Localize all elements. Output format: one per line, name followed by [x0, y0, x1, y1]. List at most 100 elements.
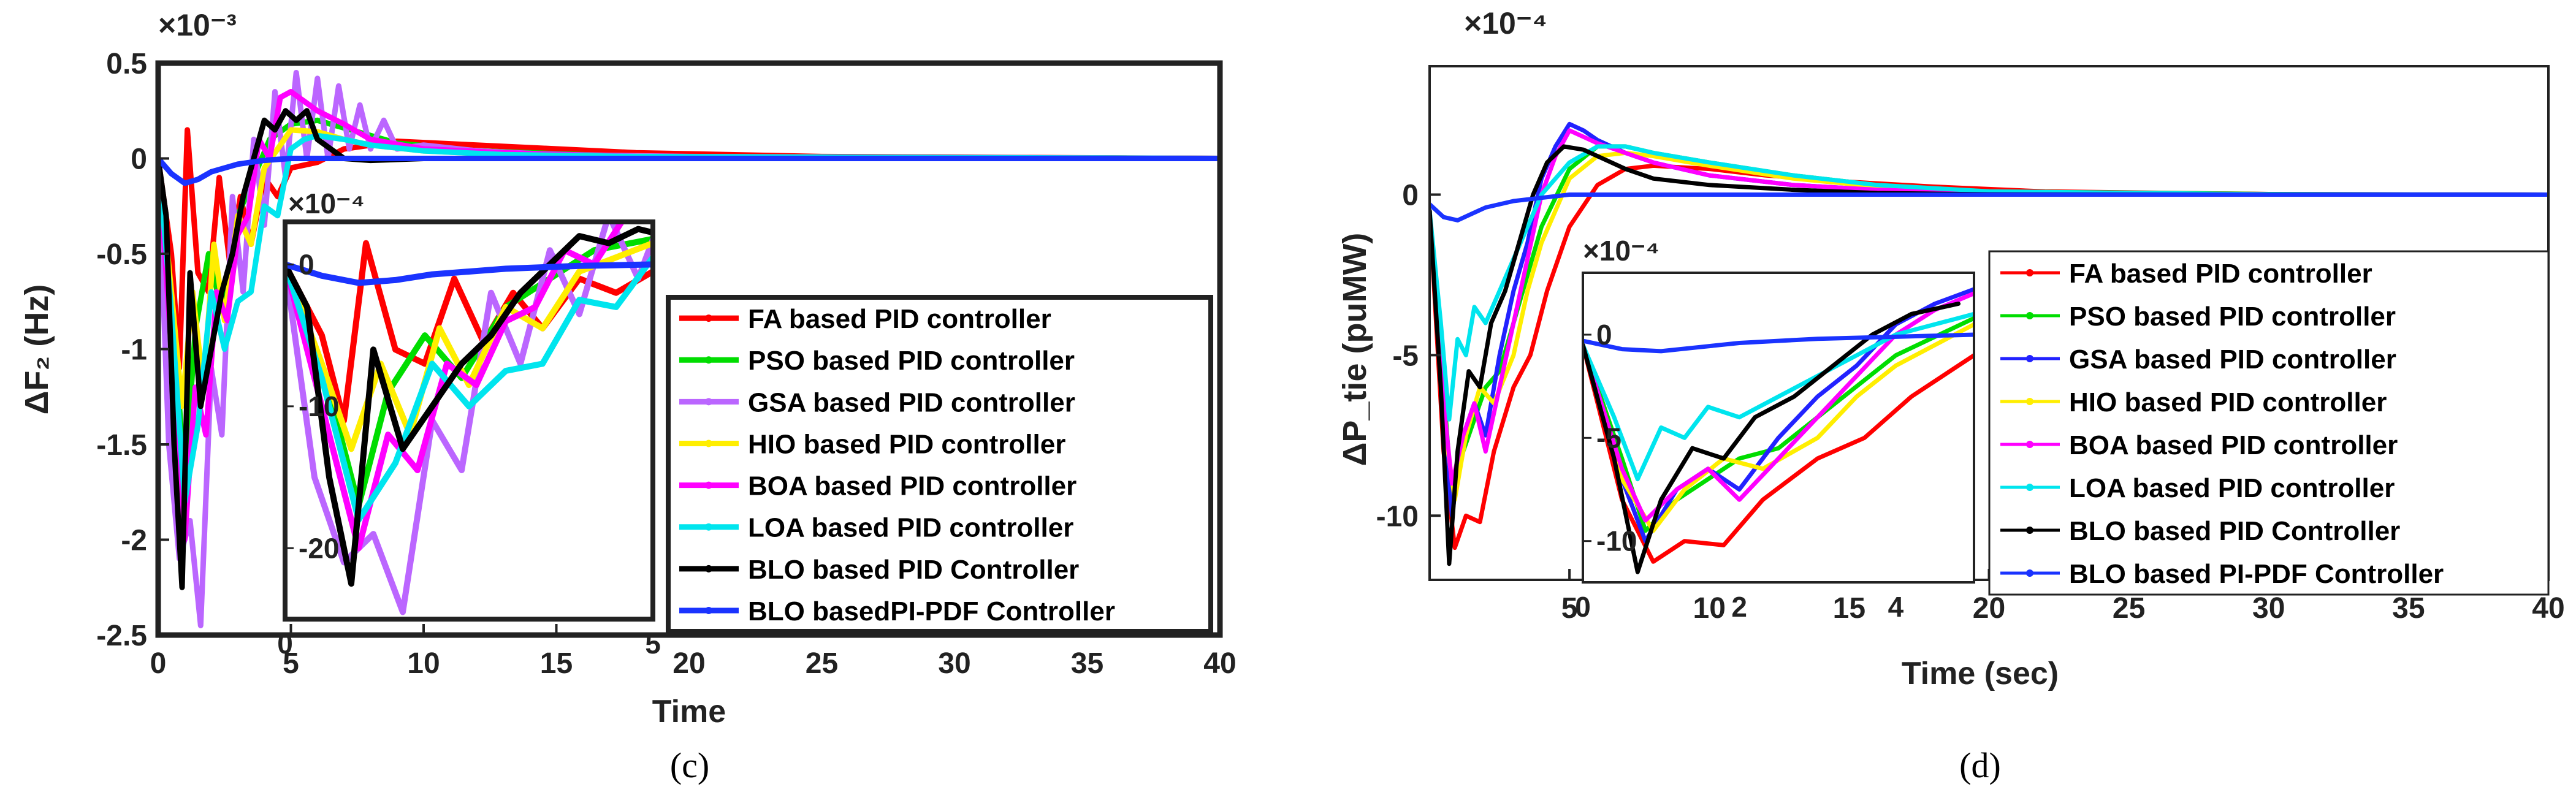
legend-marker — [705, 565, 712, 573]
legend-label: BOA based PID controller — [2069, 430, 2398, 460]
inset-y-tick-label: 0 — [299, 248, 314, 280]
legend-label: BLO based PID Controller — [748, 555, 1079, 585]
inset-x-tick-label: 4 — [1888, 591, 1904, 623]
x-tick-label: 30 — [938, 647, 970, 680]
inset-y-tick-label: -10 — [1596, 525, 1637, 557]
inset-group: 0 2 4 0 -5 -10 ×10⁻⁴ — [1575, 235, 1975, 623]
x-tick-label: 40 — [2532, 592, 2564, 625]
series-line-6 — [158, 132, 1220, 504]
legend-frame — [666, 295, 1213, 634]
legend-marker — [2026, 484, 2033, 491]
legend-label: LOA based PID controller — [748, 513, 1073, 543]
legend-label: PSO based PID controller — [2069, 302, 2396, 332]
inset-series-line-7 — [285, 226, 653, 587]
legend-label: GSA based PID controller — [748, 387, 1075, 417]
y-axis-label: ΔF₂ (Hz) — [18, 284, 55, 415]
legend-marker — [705, 440, 712, 447]
x-tick-label: 25 — [806, 647, 838, 680]
y-tick-label: -2.5 — [96, 620, 147, 652]
inset-series-group — [1583, 287, 1974, 574]
axis-exponent: ×10⁻⁴ — [1464, 6, 1547, 40]
legend-label: FA based PID controller — [2069, 259, 2372, 289]
series-line-7 — [1430, 144, 2548, 566]
legend-label: PSO based PID controller — [748, 346, 1075, 376]
legend-label: HIO based PID controller — [748, 429, 1065, 459]
legend-label: BOA based PID controller — [748, 471, 1077, 501]
legend-label: HIO based PID controller — [2069, 387, 2387, 417]
legend-marker — [2026, 312, 2033, 319]
inset-x-tick-label: 0 — [1575, 591, 1591, 623]
x-tick-label: 40 — [1203, 647, 1236, 680]
legend-label: GSA based PID controller — [2069, 344, 2396, 375]
x-tick-label: 5 — [1561, 592, 1578, 625]
series-line-6 — [1430, 144, 2548, 422]
inset-series-line-6 — [1583, 311, 1974, 482]
inset-series-group — [285, 222, 653, 615]
x-tick-label: 15 — [1833, 592, 1865, 625]
legend-label: BLO based PID Controller — [2069, 516, 2400, 546]
legend-label: LOA based PID controller — [2069, 473, 2395, 503]
x-axis-label: Time — [652, 694, 726, 729]
inset-exponent: ×10⁻⁴ — [1583, 235, 1660, 267]
x-tick-label: 10 — [407, 647, 440, 680]
legend-marker — [705, 314, 712, 322]
panel-caption: (c) — [670, 745, 709, 785]
legend-marker — [705, 356, 712, 364]
series-line-8 — [1430, 192, 2548, 223]
legend-label: BLO basedPI-PDF Controller — [748, 596, 1115, 626]
y-tick-label: 0.5 — [106, 48, 147, 80]
axis-exponent: ×10⁻³ — [158, 8, 237, 42]
x-tick-label: 35 — [1071, 647, 1103, 680]
legend-marker — [705, 606, 712, 614]
legend-marker — [2026, 441, 2033, 448]
legend-marker — [705, 481, 712, 489]
series-group — [1430, 121, 2548, 566]
y-tick-label: -1.5 — [96, 429, 147, 462]
legend: FA based PID controller PSO based PID con… — [1988, 250, 2550, 596]
inset-series-line-6 — [285, 254, 653, 523]
legend-marker — [2026, 269, 2033, 276]
series-group — [158, 70, 1220, 628]
y-tick-label: 0 — [131, 143, 147, 176]
legend-marker — [2026, 527, 2033, 534]
panel-caption: (d) — [1959, 745, 2001, 785]
legend-label: FA based PID controller — [748, 304, 1051, 334]
x-tick-label: 20 — [673, 647, 705, 680]
y-tick-label: -0.5 — [96, 238, 147, 271]
x-tick-label: 35 — [2392, 592, 2425, 625]
legend-marker — [705, 523, 712, 531]
legend-marker — [2026, 569, 2033, 577]
series-line-8 — [158, 156, 1220, 186]
inset-y-tick-label: -5 — [1596, 422, 1621, 454]
y-tick-label: -10 — [1376, 500, 1419, 533]
x-tick-label: 20 — [1973, 592, 2005, 625]
x-axis-label: Time (sec) — [1902, 656, 2059, 691]
inset-series-line-5 — [1583, 291, 1974, 523]
y-axis-label: ΔP_tie (puMW) — [1336, 233, 1373, 466]
inset-frame — [1582, 272, 1975, 584]
inset-y-tick-label: 0 — [1596, 319, 1612, 351]
legend-label: BLO based PI-PDF Controller — [2069, 559, 2444, 589]
inset-x-tick-label: 0 — [277, 628, 293, 660]
legend-frame — [1988, 250, 2550, 596]
inset-frame — [283, 219, 655, 622]
chart-panel-1: 0 5 10 15 20 25 30 35 400.50-0.5-1-1.5-2-2.5ΔF₂ … — [18, 8, 1237, 785]
inset-series-line-1 — [1583, 343, 1974, 564]
legend-marker — [2026, 398, 2033, 405]
inset-y-tick-label: -10 — [299, 390, 339, 422]
y-tick-label: 0 — [1402, 180, 1419, 212]
legend-marker — [2026, 355, 2033, 362]
legend-marker — [705, 398, 712, 406]
y-tick-label: -2 — [121, 525, 147, 557]
inset-group: 0 5 0 -10 -20 ×10⁻⁴ — [277, 188, 661, 660]
inset-y-tick-label: -20 — [299, 532, 339, 564]
x-tick-label: 0 — [150, 647, 167, 680]
x-tick-label: 25 — [2113, 592, 2145, 625]
inset-x-tick-label: 5 — [645, 628, 661, 660]
x-tick-label: 5 — [283, 647, 299, 680]
inset-x-tick-label: 2 — [1731, 591, 1747, 623]
y-tick-label: -1 — [121, 334, 147, 367]
inset-series-line-8 — [285, 261, 653, 286]
inset-exponent: ×10⁻⁴ — [288, 188, 365, 219]
